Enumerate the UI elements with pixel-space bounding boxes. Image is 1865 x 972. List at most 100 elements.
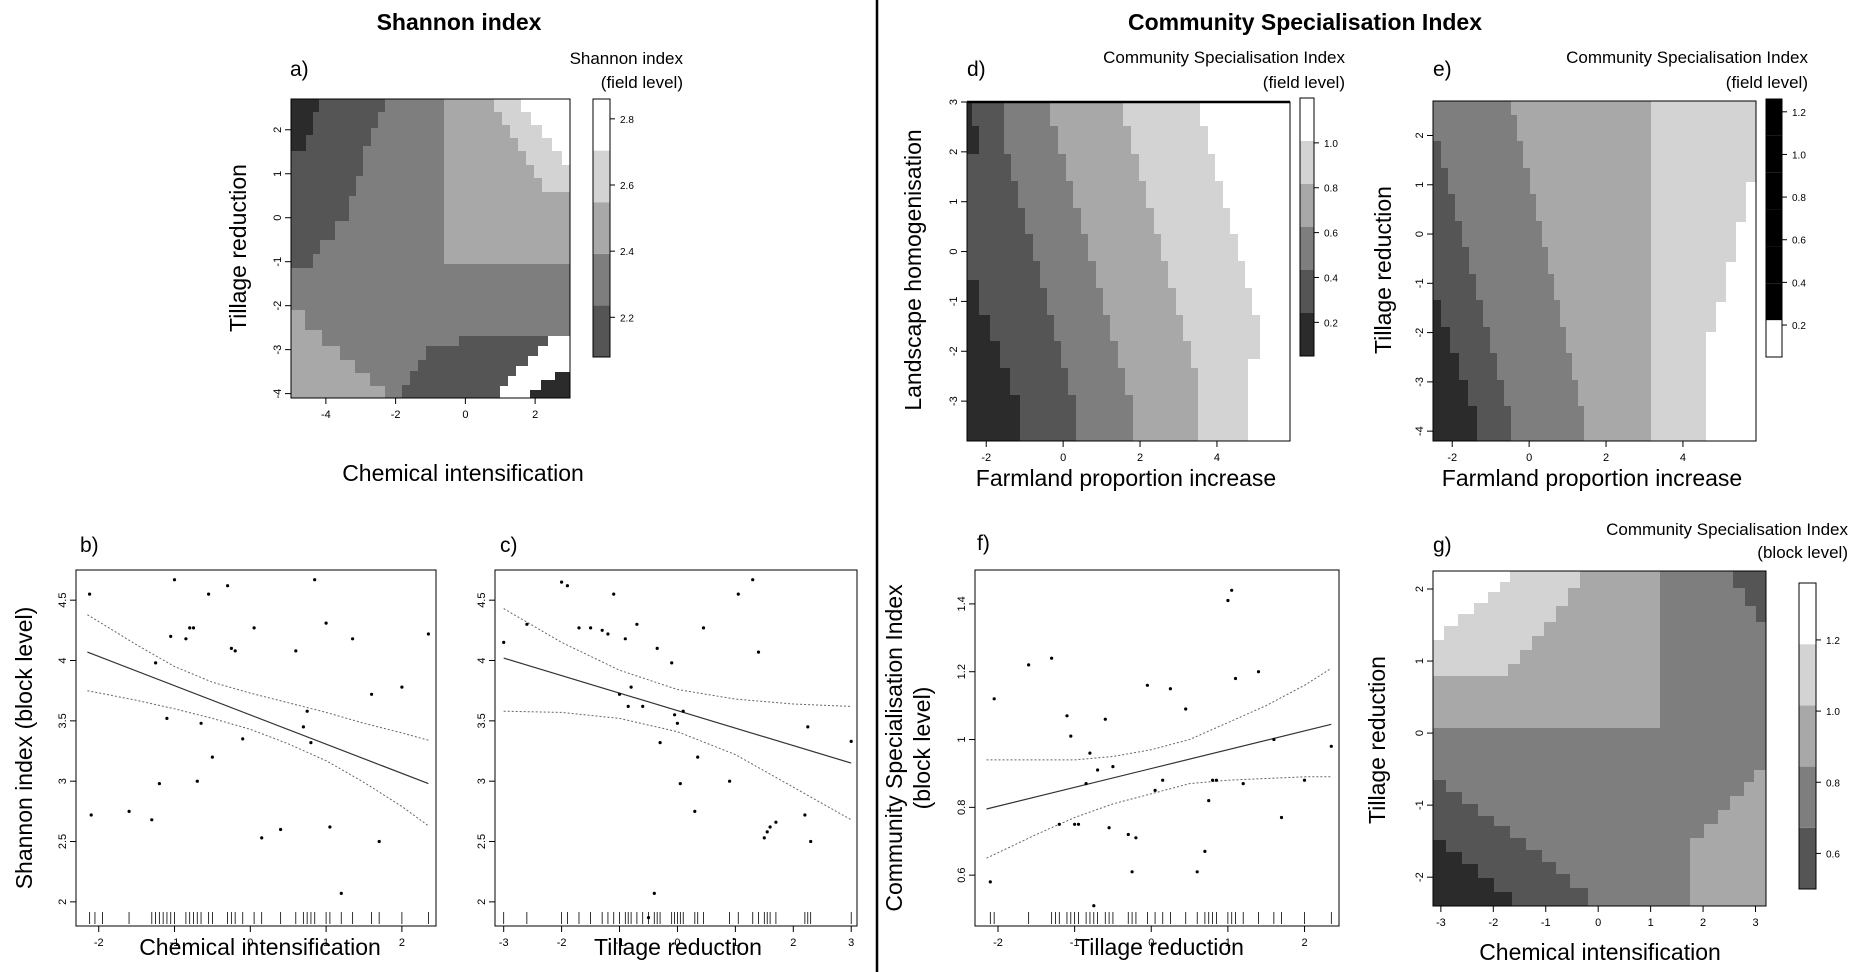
panel-d: d) Community Specialisation Index (field… xyxy=(900,48,1345,491)
colorbar-tick-label: 0.6 xyxy=(1792,236,1806,247)
y-tick-label: -1 xyxy=(1414,278,1426,288)
data-point xyxy=(252,626,256,630)
data-point xyxy=(229,646,233,651)
data-point xyxy=(768,825,772,829)
x-tick-label: 2 xyxy=(532,409,538,421)
x-tick-label: -2 xyxy=(1447,452,1457,464)
data-point xyxy=(1203,849,1207,854)
y-tick-label: 1.2 xyxy=(956,664,968,679)
colorbar-band xyxy=(1766,99,1782,136)
colorbar-band xyxy=(1766,246,1782,284)
panel-g: g) Community Specialisation Index (block… xyxy=(1364,520,1848,965)
data-point xyxy=(1050,656,1054,660)
panel-g-frame xyxy=(1432,570,1767,907)
x-tick-label: 4 xyxy=(1214,452,1220,464)
data-point xyxy=(169,634,173,639)
data-point xyxy=(1161,778,1165,782)
y-tick-label: -3 xyxy=(272,345,284,355)
x-tick-label: -4 xyxy=(321,409,331,421)
panel-c-frame xyxy=(494,569,858,927)
data-point xyxy=(1153,788,1157,793)
data-point xyxy=(849,739,853,744)
colorbar-band xyxy=(1799,644,1816,706)
data-point xyxy=(1195,870,1199,874)
data-point xyxy=(1088,751,1092,755)
x-tick-label: 2 xyxy=(399,937,405,949)
data-point xyxy=(1272,737,1276,742)
y-tick-label: 2 xyxy=(1414,132,1426,138)
data-point xyxy=(617,692,622,696)
y-tick-label: 0.8 xyxy=(956,800,968,815)
data-point xyxy=(1065,714,1069,718)
data-point xyxy=(89,813,93,817)
data-point xyxy=(1279,815,1284,820)
data-point xyxy=(1168,687,1172,691)
y-tick-label: 4.5 xyxy=(57,593,69,608)
panel-e-axes: -2 0 2 4 -4 -3 -2 -1 0 1 2 xyxy=(1414,132,1686,464)
colorbar-tick-label: 2.8 xyxy=(620,115,634,126)
data-point xyxy=(765,830,769,834)
data-point xyxy=(774,820,778,824)
panel-f-x-label: Tillage reduction xyxy=(1076,934,1244,960)
heatmap-region xyxy=(530,372,570,398)
data-point xyxy=(525,622,529,626)
y-tick-label: 2 xyxy=(1414,586,1426,592)
y-tick-label: 2 xyxy=(272,127,284,133)
panel-b-label: b) xyxy=(80,534,99,557)
panel-b: b) -2 -1 0 1 2 2 2.5 3 3.5 4 4.5 Chemical intensif… xyxy=(11,534,437,960)
colorbar-tick-label: 0.4 xyxy=(1324,273,1338,284)
panel-e-legend-title-2: (field level) xyxy=(1726,73,1808,92)
y-tick-label: 0.6 xyxy=(956,867,968,882)
data-point xyxy=(641,704,645,709)
colorbar-tick-label: 2.6 xyxy=(620,181,634,192)
data-point xyxy=(1111,765,1115,769)
y-tick-label: 4 xyxy=(476,657,488,663)
data-point xyxy=(693,809,697,814)
panel-e-y-label: Tillage reduction xyxy=(1370,186,1396,354)
panel-g-legend-title-1: Community Specialisation Index xyxy=(1606,520,1848,539)
panel-a-x-label: Chemical intensification xyxy=(342,460,584,486)
heatmap-region xyxy=(1433,571,1510,640)
x-tick-label: -3 xyxy=(1436,917,1446,929)
data-point xyxy=(226,584,230,588)
panel-a-legend-title-2: (field level) xyxy=(601,73,683,92)
panel-g-legend-title-2: (block level) xyxy=(1757,543,1848,562)
data-point xyxy=(1027,663,1031,667)
data-point xyxy=(756,650,761,654)
colorbar-band xyxy=(593,253,610,306)
data-point xyxy=(1057,822,1061,826)
colorbar-tick-label: 0.2 xyxy=(1324,318,1338,329)
y-tick-label: -2 xyxy=(272,301,284,311)
data-point xyxy=(188,626,192,630)
y-tick-label: 3.5 xyxy=(57,713,69,728)
data-point xyxy=(1241,782,1245,786)
data-point xyxy=(1145,683,1149,687)
heatmap-region xyxy=(1733,571,1766,622)
colorbar-band xyxy=(1300,98,1314,141)
confidence-band-upper xyxy=(986,667,1332,761)
data-point xyxy=(351,637,355,641)
data-point xyxy=(658,741,662,745)
panel-e: e) Community Specialisation Index (field… xyxy=(1370,48,1808,491)
panel-a-legend-title-1: Shannon index xyxy=(570,49,684,68)
data-point xyxy=(678,782,682,786)
y-tick-label: -1 xyxy=(1414,800,1426,810)
data-point xyxy=(309,741,313,745)
data-point xyxy=(426,632,430,636)
data-point xyxy=(294,649,298,653)
regression-line xyxy=(503,657,852,764)
panel-a-y-label: Tillage reduction xyxy=(225,164,251,332)
panel-g-x-label: Chemical intensification xyxy=(1479,939,1721,965)
colorbar-tick-label: 1.0 xyxy=(1324,139,1338,150)
panel-e-x-label: Farmland proportion increase xyxy=(1442,465,1742,491)
data-point xyxy=(324,621,328,625)
x-tick-label: 1 xyxy=(323,937,329,949)
colorbar-band xyxy=(1799,583,1816,645)
data-point xyxy=(1076,822,1081,826)
y-tick-label: 0 xyxy=(948,248,960,254)
data-point xyxy=(670,661,674,665)
colorbar-frame xyxy=(1299,97,1315,357)
data-point xyxy=(809,839,813,844)
colorbar-band xyxy=(1300,313,1314,356)
data-point xyxy=(623,637,627,641)
